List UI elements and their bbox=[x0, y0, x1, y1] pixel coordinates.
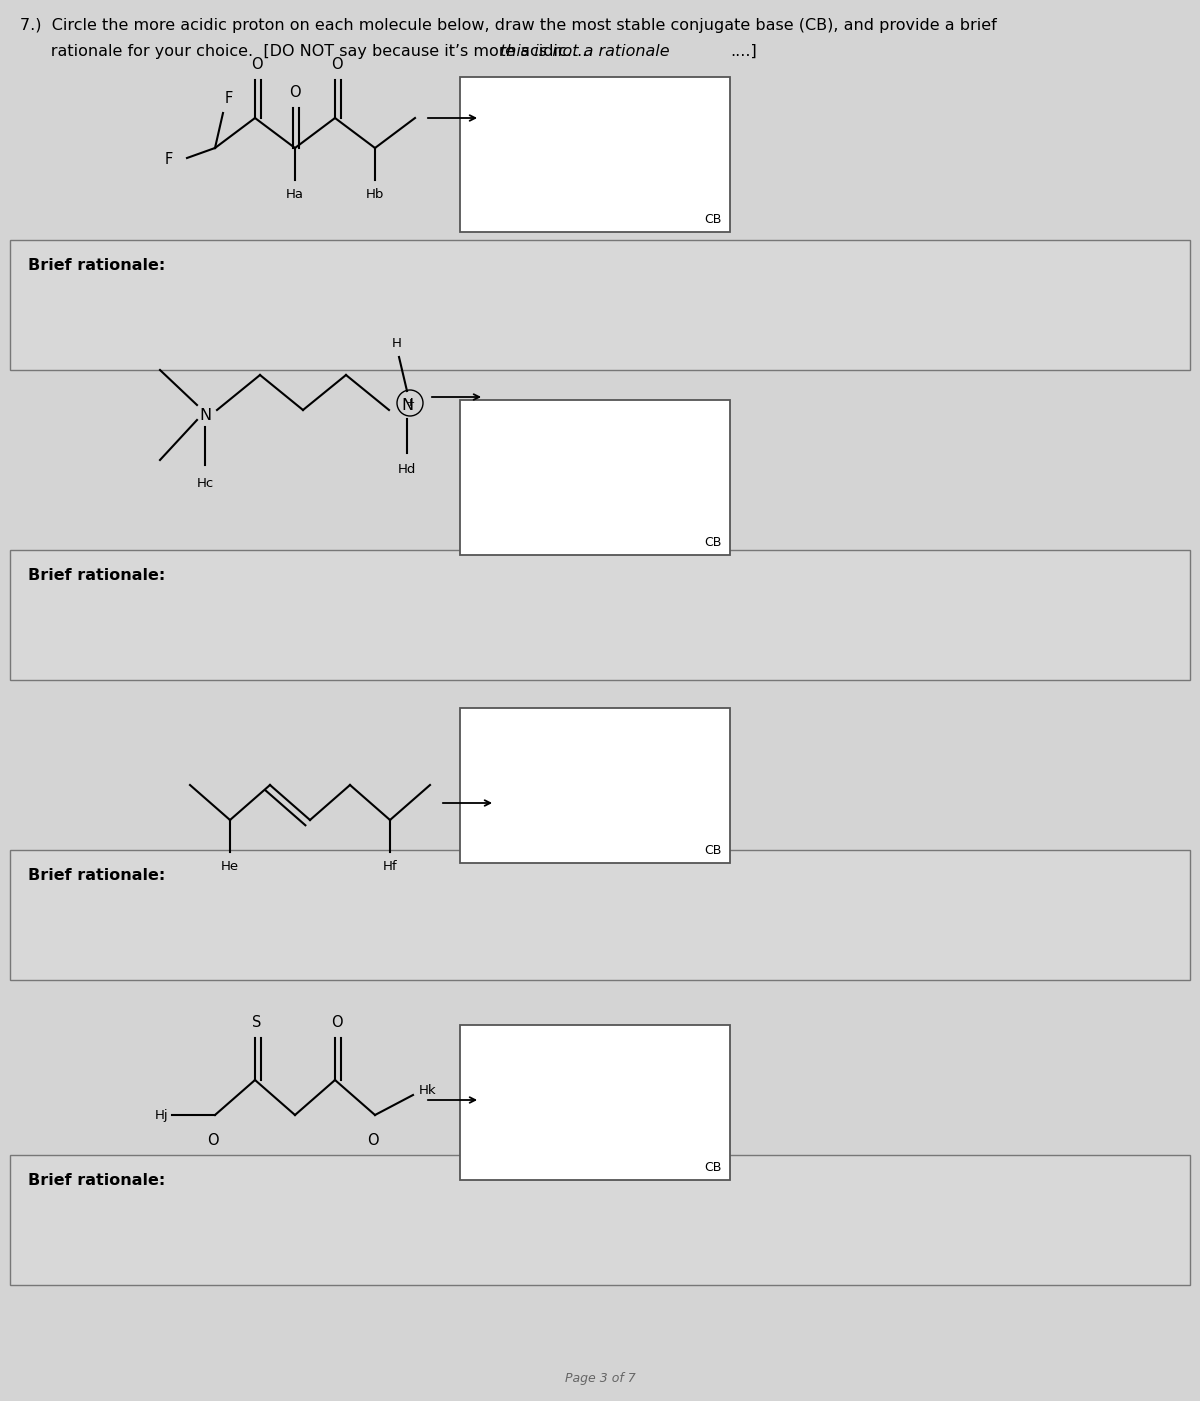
Text: this is not a rationale: this is not a rationale bbox=[500, 43, 670, 59]
Text: N: N bbox=[199, 408, 211, 423]
Text: F: F bbox=[164, 153, 173, 168]
Text: Hf: Hf bbox=[383, 860, 397, 873]
Text: Hc: Hc bbox=[197, 476, 214, 490]
Text: ....]: ....] bbox=[730, 43, 757, 59]
Text: O: O bbox=[367, 1133, 379, 1147]
Bar bbox=[460, 401, 730, 555]
Text: O: O bbox=[208, 1133, 218, 1147]
Text: Hk: Hk bbox=[419, 1084, 437, 1097]
Bar bbox=[460, 708, 730, 863]
Text: 7.)  Circle the more acidic proton on each molecule below, draw the most stable : 7.) Circle the more acidic proton on eac… bbox=[20, 18, 997, 34]
Text: CB: CB bbox=[704, 843, 722, 857]
Text: Hd: Hd bbox=[398, 462, 416, 476]
Text: O: O bbox=[289, 85, 301, 99]
Text: O: O bbox=[251, 57, 263, 71]
Text: Hb: Hb bbox=[366, 188, 384, 200]
Text: Brief rationale:: Brief rationale: bbox=[28, 869, 166, 883]
Text: +: + bbox=[406, 398, 415, 408]
Text: Ha: Ha bbox=[286, 188, 304, 200]
Text: F: F bbox=[226, 91, 233, 106]
Text: O: O bbox=[331, 57, 343, 71]
Text: Brief rationale:: Brief rationale: bbox=[28, 258, 166, 273]
Bar bbox=[10, 1154, 1190, 1285]
Text: S: S bbox=[252, 1014, 262, 1030]
Text: CB: CB bbox=[704, 537, 722, 549]
Bar bbox=[10, 850, 1190, 981]
Text: Page 3 of 7: Page 3 of 7 bbox=[565, 1372, 635, 1386]
Text: He: He bbox=[221, 860, 239, 873]
Text: N: N bbox=[401, 398, 413, 412]
Text: Hj: Hj bbox=[155, 1108, 168, 1121]
Text: Brief rationale:: Brief rationale: bbox=[28, 567, 166, 583]
Bar bbox=[10, 240, 1190, 370]
Text: CB: CB bbox=[704, 213, 722, 226]
Text: Brief rationale:: Brief rationale: bbox=[28, 1173, 166, 1188]
Text: O: O bbox=[331, 1014, 343, 1030]
Bar bbox=[460, 77, 730, 233]
Bar bbox=[460, 1026, 730, 1180]
Text: CB: CB bbox=[704, 1161, 722, 1174]
Text: H: H bbox=[392, 338, 402, 350]
Bar bbox=[10, 551, 1190, 679]
Text: rationale for your choice.  [DO NOT say because it’s more acidic....: rationale for your choice. [DO NOT say b… bbox=[20, 43, 587, 59]
